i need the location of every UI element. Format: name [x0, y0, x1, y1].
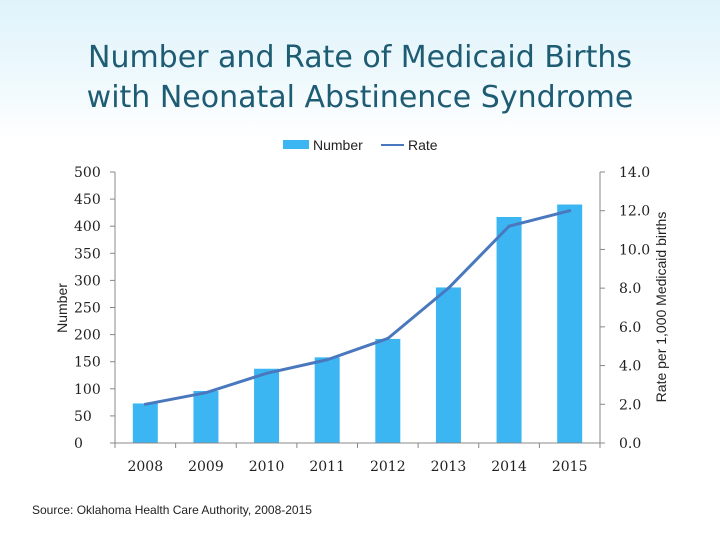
y-axis-title: Number: [54, 283, 70, 333]
chart-title-line-1: Number and Rate of Medicaid Births: [88, 40, 632, 75]
bar-2010: [254, 368, 280, 443]
axes: [110, 171, 605, 448]
legend: Number Rate: [283, 137, 438, 153]
rate-point-2009: [204, 391, 208, 395]
bars: [132, 204, 583, 443]
right-tick-label: 8.0: [619, 281, 641, 297]
rate-point-2013: [446, 286, 450, 290]
left-tick-label: 150: [74, 355, 101, 371]
chart-title: Number and Rate of Medicaid Births with …: [20, 38, 700, 118]
chart-title-line-2: with Neonatal Abstinence Syndrome: [86, 80, 634, 115]
x-tick-label-2009: 2009: [188, 459, 224, 475]
left-tick-label: 50: [74, 409, 92, 425]
left-tick-label: 100: [74, 382, 101, 398]
bar-2009: [193, 390, 219, 443]
right-tick-label: 0.0: [619, 436, 641, 452]
rate-point-2014: [507, 224, 511, 228]
rate-line: [145, 209, 571, 406]
axis-titles: Number Rate per 1,000 Medicaid births: [54, 212, 669, 403]
right-tick-label: 14.0: [619, 165, 650, 181]
left-tick-label: 500: [74, 165, 101, 181]
bar-2012: [375, 338, 401, 443]
bar-2015: [557, 204, 583, 443]
left-tick-label: 300: [74, 273, 101, 289]
title-banner: [0, 0, 720, 140]
bar-2008: [132, 403, 158, 443]
legend-swatch-number: [283, 140, 309, 149]
x-tick-label-2008: 2008: [127, 459, 163, 475]
bar-2014: [496, 216, 522, 443]
bar-2013: [435, 287, 461, 443]
right-tick-label: 10.0: [619, 242, 650, 258]
left-tick-label: 350: [74, 246, 101, 262]
right-tick-label: 4.0: [619, 359, 641, 375]
x-tick-label-2015: 2015: [552, 459, 588, 475]
source-note: Source: Oklahoma Health Care Authority, …: [32, 503, 312, 517]
rate-line-layer: [143, 209, 572, 406]
rate-point-2015: [568, 209, 572, 213]
x-tick-label-2012: 2012: [370, 459, 406, 475]
x-tick-label-2010: 2010: [249, 459, 285, 475]
x-tick-label-2013: 2013: [431, 459, 467, 475]
legend-label-rate: Rate: [408, 137, 438, 153]
left-tick-label: 200: [74, 328, 101, 344]
right-tick-label: 2.0: [619, 397, 641, 413]
left-tick-label: 250: [74, 301, 101, 317]
rate-point-2010: [265, 371, 269, 375]
left-tick-label: 0: [74, 436, 83, 452]
y2-axis-title: Rate per 1,000 Medicaid births: [653, 212, 669, 403]
right-tick-label: 6.0: [619, 320, 641, 336]
rate-point-2011: [325, 358, 329, 362]
legend-label-number: Number: [313, 137, 363, 153]
rate-point-2008: [143, 402, 147, 406]
bar-2011: [314, 357, 340, 443]
left-tick-label: 450: [74, 192, 101, 208]
left-tick-label: 400: [74, 219, 101, 235]
right-tick-label: 12.0: [619, 204, 650, 220]
rate-point-2012: [386, 336, 390, 340]
x-tick-label-2011: 2011: [309, 459, 345, 475]
x-tick-label-2014: 2014: [491, 459, 527, 475]
tick-labels: 0 50 100 150 200 250 300 350 400 450 500 0.0 2.0 4.0 6…: [74, 165, 650, 475]
